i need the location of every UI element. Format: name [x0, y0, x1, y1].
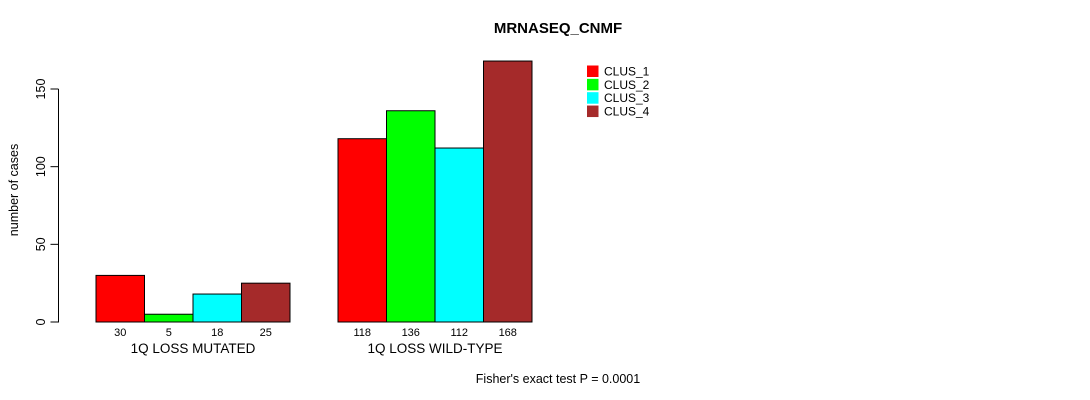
legend-label: CLUS_2 — [604, 78, 650, 92]
bar-g1-s1 — [386, 110, 436, 323]
legend-swatch-icon — [587, 65, 599, 77]
bar-value-label: 112 — [450, 327, 468, 339]
group-label-0: 1Q LOSS MUTATED — [131, 341, 256, 356]
annotation-text: Fisher's exact test P = 0.0001 — [476, 372, 640, 386]
bar-value-label: 25 — [260, 327, 272, 339]
bar-value-label: 18 — [211, 327, 223, 339]
legend-label: CLUS_1 — [604, 65, 650, 79]
bar-g0-s3 — [241, 282, 291, 323]
bar-g1-s3 — [483, 60, 533, 323]
group-label-1: 1Q LOSS WILD-TYPE — [367, 341, 502, 356]
legend-label: CLUS_3 — [604, 91, 650, 105]
bar-value-label: 136 — [402, 327, 420, 339]
legend-swatch-icon — [587, 78, 599, 91]
y-tick-label: 0 — [34, 318, 48, 325]
legend-swatch-icon — [587, 105, 599, 118]
y-tick-label: 100 — [34, 156, 48, 177]
bar-g1-s2 — [434, 147, 484, 323]
bar-value-label: 168 — [499, 327, 517, 339]
bar-g0-s1 — [144, 313, 194, 323]
bar-g1-s0 — [337, 138, 387, 323]
y-tick-label: 50 — [34, 237, 48, 251]
y-axis-label: number of cases — [7, 144, 21, 236]
y-tick-label: 150 — [34, 79, 48, 100]
chart-title: MRNASEQ_CNMF — [494, 20, 622, 37]
bar-value-label: 118 — [353, 327, 371, 339]
legend-label: CLUS_4 — [604, 105, 650, 119]
legend-swatch-icon — [587, 92, 599, 104]
bar-g0-s2 — [192, 293, 242, 323]
bar-value-label: 5 — [166, 327, 172, 339]
bar-g0-s0 — [95, 274, 145, 323]
bar-value-label: 30 — [114, 327, 126, 339]
